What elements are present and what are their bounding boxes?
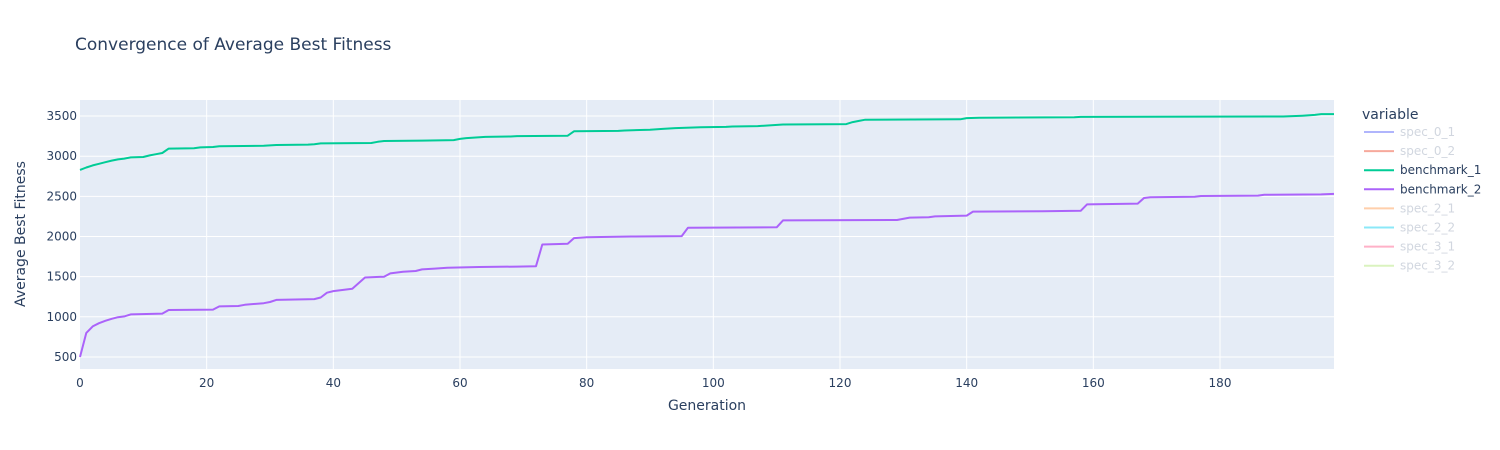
legend-label: spec_0_1 [1400,125,1455,139]
legend-item-spec_3_2[interactable]: spec_3_2 [1364,259,1455,273]
legend-item-spec_2_1[interactable]: spec_2_1 [1364,201,1455,215]
y-tick-label: 1500 [46,270,77,284]
x-axis-title: Generation [668,398,746,414]
legend-label: spec_0_2 [1400,144,1455,158]
y-tick-label: 2500 [46,189,77,203]
x-tick-label: 180 [1209,376,1232,390]
series-lines [79,113,1335,358]
y-ticks: 500 1000 1500 2000 2500 3000 3500 [46,109,77,364]
x-tick-label: 80 [579,376,594,390]
plot-area[interactable] [80,100,1334,369]
x-tick-label: 60 [452,376,467,390]
x-tick-label: 0 [76,376,84,390]
series-line-benchmark_2 [79,192,1335,358]
legend-label: benchmark_2 [1400,182,1481,196]
legend-item-spec_2_2[interactable]: spec_2_2 [1364,221,1455,235]
legend-item-benchmark_2[interactable]: benchmark_2 [1364,182,1481,196]
chart-title: Convergence of Average Best Fitness [75,35,392,55]
x-tick-label: 140 [955,376,978,390]
y-tick-label: 3000 [46,149,77,163]
y-axis-title: Average Best Fitness [13,161,29,307]
legend-item-spec_0_2[interactable]: spec_0_2 [1364,144,1455,158]
x-ticks: 0 20 40 60 80 100 120 140 160 180 [76,376,1231,390]
legend-item-benchmark_1[interactable]: benchmark_1 [1364,163,1481,177]
x-tick-label: 20 [199,376,214,390]
legend-label: spec_3_2 [1400,259,1455,273]
legend-label: spec_3_1 [1400,240,1455,254]
x-tick-label: 160 [1082,376,1105,390]
legend-item-spec_0_1[interactable]: spec_0_1 [1364,125,1455,139]
legend-title: variable [1362,107,1418,123]
series-line-benchmark_1 [79,113,1334,171]
legend-label: spec_2_2 [1400,221,1455,235]
y-tick-label: 500 [54,350,77,364]
x-tick-label: 40 [326,376,341,390]
legend-item-spec_3_1[interactable]: spec_3_1 [1364,240,1455,254]
x-tick-label: 100 [702,376,725,390]
y-tick-label: 3500 [46,109,77,123]
y-tick-label: 2000 [46,230,77,244]
legend-label: benchmark_1 [1400,163,1481,177]
legend: spec_0_1 spec_0_2 benchmark_1 benchmark_2sp… [1364,125,1481,273]
x-tick-label: 120 [829,376,852,390]
grid [80,100,1334,369]
y-tick-label: 1000 [46,310,77,324]
legend-label: spec_2_1 [1400,201,1455,215]
